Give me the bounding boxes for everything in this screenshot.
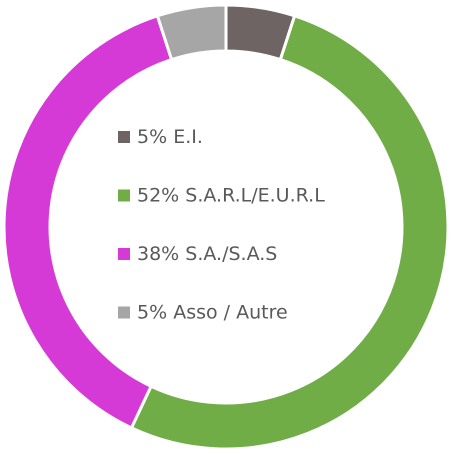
legend-value: 5% — [137, 126, 167, 148]
legend-label: 5% E.I. — [137, 126, 203, 148]
legend-category: E.I. — [173, 126, 203, 148]
legend-category: S.A./S.A.S — [185, 243, 277, 265]
legend-swatch — [118, 131, 130, 143]
legend-category: S.A.R.L/E.U.R.L — [185, 184, 325, 206]
donut-segment — [2, 13, 174, 430]
legend-value: 52% — [137, 184, 179, 206]
legend-swatch — [118, 248, 130, 260]
donut-segment — [129, 13, 450, 451]
legend-value: 38% — [137, 243, 179, 265]
donut-segment — [155, 3, 228, 62]
legend-swatch — [118, 306, 130, 319]
legend-label: 52% S.A.R.L/E.U.R.L — [137, 184, 325, 206]
legend-swatch — [118, 189, 130, 202]
legend-value: 5% — [137, 301, 167, 323]
legend-label: 5% Asso / Autre — [137, 301, 288, 323]
legend-label: 38% S.A./S.A.S — [137, 243, 277, 265]
legend-category: Asso / Autre — [173, 301, 287, 323]
